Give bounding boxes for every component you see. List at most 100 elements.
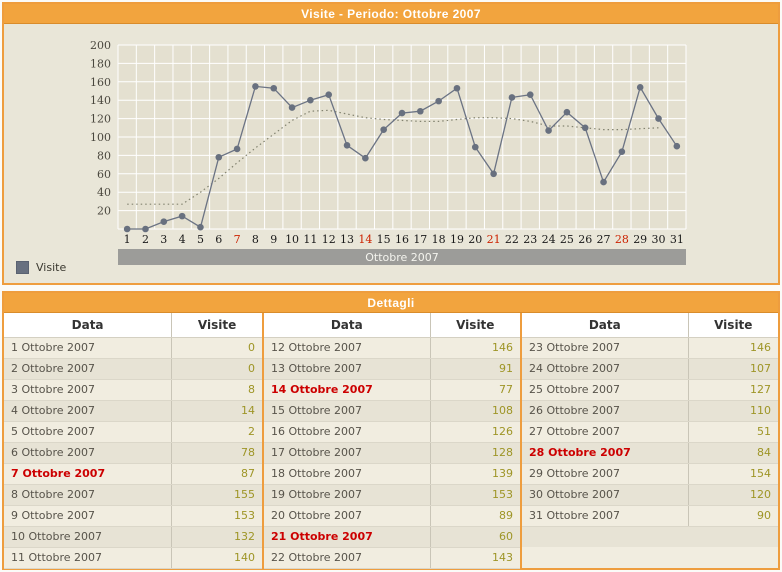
data-point — [435, 97, 442, 105]
visits-cell: 153 — [429, 484, 520, 506]
date-cell: 16 Ottobre 2007 — [263, 421, 431, 443]
x-tick-label: 20 — [468, 233, 482, 246]
x-tick-label: 1 — [124, 233, 131, 246]
data-point — [197, 223, 204, 231]
x-tick-label: 3 — [160, 233, 167, 246]
data-point — [471, 143, 479, 151]
data-point — [252, 83, 259, 90]
x-tick-label: 7 — [234, 233, 241, 246]
x-tick-label: 16 — [395, 233, 409, 246]
visits-cell: 14 — [171, 400, 262, 422]
table-row: 13 Ottobre 2007 91 — [263, 358, 520, 380]
x-tick-label: 14 — [358, 233, 372, 246]
date-cell: 30 Ottobre 2007 — [521, 484, 689, 506]
x-tick-label: 28 — [615, 233, 629, 246]
visits-cell: 87 — [171, 463, 262, 485]
visits-cell: 90 — [687, 505, 778, 527]
column-header-visite: Visite — [687, 313, 778, 338]
data-point — [307, 96, 314, 104]
x-tick-label: 23 — [523, 233, 537, 246]
table-row: 25 Ottobre 2007 127 — [521, 379, 778, 401]
table-row: 28 Ottobre 2007 84 — [521, 442, 778, 464]
x-tick-label: 13 — [340, 233, 354, 246]
data-point — [160, 218, 168, 225]
visits-cell: 0 — [171, 358, 262, 380]
date-cell: 25 Ottobre 2007 — [521, 379, 689, 401]
date-cell: 12 Ottobre 2007 — [263, 337, 431, 359]
y-tick-label: 100 — [90, 131, 111, 144]
visits-cell: 60 — [429, 526, 520, 548]
visits-cell: 110 — [687, 400, 778, 422]
table-row: 19 Ottobre 2007 153 — [263, 484, 520, 506]
table-row: 15 Ottobre 2007 108 — [263, 400, 520, 422]
data-point — [545, 127, 552, 134]
date-cell: 29 Ottobre 2007 — [521, 463, 689, 485]
x-tick-label: 24 — [542, 233, 556, 246]
table-row: 31 Ottobre 2007 90 — [521, 505, 778, 527]
y-tick-label: 140 — [90, 94, 111, 107]
details-table: Data Visite 23 Ottobre 2007 146 24 Ottobre 2… — [520, 313, 778, 568]
table-row: 29 Ottobre 2007 154 — [521, 463, 778, 485]
date-cell: 15 Ottobre 2007 — [263, 400, 431, 422]
visits-cell: 146 — [687, 337, 778, 359]
details-tables: Data Visite 1 Ottobre 2007 0 2 Ottobre 2007 0… — [4, 313, 778, 569]
data-point — [636, 84, 644, 91]
empty-filler-cell — [521, 526, 778, 547]
date-cell: 10 Ottobre 2007 — [4, 526, 172, 548]
table-row: 30 Ottobre 2007 120 — [521, 484, 778, 506]
table-row — [521, 526, 778, 547]
date-cell: 21 Ottobre 2007 — [263, 526, 431, 548]
data-point — [600, 178, 607, 186]
date-cell: 11 Ottobre 2007 — [4, 547, 172, 569]
visits-cell: 107 — [687, 358, 778, 380]
table-row: 17 Ottobre 2007 128 — [263, 442, 520, 464]
table-row: 1 Ottobre 2007 0 — [4, 337, 262, 359]
date-cell: 28 Ottobre 2007 — [521, 442, 689, 464]
legend-swatch-icon — [16, 261, 29, 274]
empty-filler-cell — [521, 547, 778, 568]
data-point — [618, 148, 626, 156]
date-cell: 20 Ottobre 2007 — [263, 505, 431, 527]
table-row: 3 Ottobre 2007 8 — [4, 379, 262, 401]
table-row: 10 Ottobre 2007 132 — [4, 526, 262, 548]
y-tick-label: 60 — [97, 168, 111, 181]
y-tick-label: 160 — [90, 76, 111, 89]
date-cell: 26 Ottobre 2007 — [521, 400, 689, 422]
column-header-visite: Visite — [171, 313, 262, 338]
visits-cell: 140 — [171, 547, 262, 569]
details-table: Data Visite 1 Ottobre 2007 0 2 Ottobre 2007 0… — [4, 313, 262, 569]
table-row: 5 Ottobre 2007 2 — [4, 421, 262, 443]
data-point — [417, 107, 424, 115]
visits-cell: 78 — [171, 442, 262, 464]
x-tick-label: 22 — [505, 233, 519, 246]
table-row: 14 Ottobre 2007 77 — [263, 379, 520, 401]
y-tick-label: 120 — [90, 113, 111, 126]
table-row: 27 Ottobre 2007 51 — [521, 421, 778, 443]
data-point — [142, 225, 149, 233]
visits-cell: 91 — [429, 358, 520, 380]
data-point — [563, 108, 571, 116]
column-header-data: Data — [263, 313, 431, 338]
visits-cell: 77 — [429, 379, 520, 401]
date-cell: 22 Ottobre 2007 — [263, 547, 431, 569]
date-cell: 31 Ottobre 2007 — [521, 505, 689, 527]
date-cell: 2 Ottobre 2007 — [4, 358, 172, 380]
visits-cell: 146 — [429, 337, 520, 359]
x-tick-label: 27 — [597, 233, 611, 246]
date-cell: 1 Ottobre 2007 — [4, 337, 172, 359]
table-row: 22 Ottobre 2007 143 — [263, 547, 520, 569]
legend-label: Visite — [36, 261, 67, 274]
data-point — [343, 141, 351, 149]
visits-cell: 84 — [687, 442, 778, 464]
details-table: Data Visite 12 Ottobre 2007 146 13 Ottobre 2… — [262, 313, 520, 569]
column-header-data: Data — [521, 313, 689, 338]
data-point — [673, 142, 681, 150]
date-cell: 27 Ottobre 2007 — [521, 421, 689, 443]
data-point — [490, 170, 497, 178]
chart-legend: Visite — [16, 261, 66, 274]
x-tick-label: 11 — [303, 233, 317, 246]
x-tick-label: 9 — [270, 233, 277, 246]
table-row: 12 Ottobre 2007 146 — [263, 337, 520, 359]
visits-panel: Visite - Periodo: Ottobre 2007 20 40 60 80 1… — [2, 2, 780, 285]
date-cell: 4 Ottobre 2007 — [4, 400, 172, 422]
